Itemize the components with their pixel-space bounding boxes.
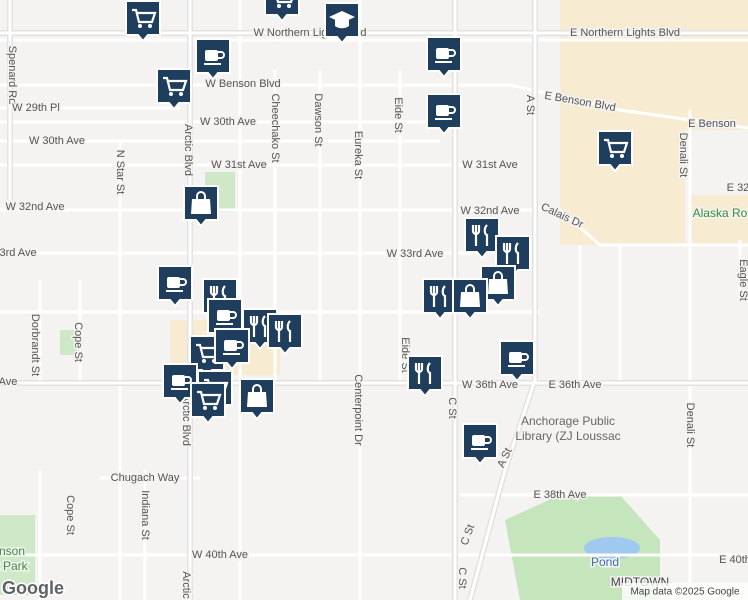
attribution: Map data ©2025 Google bbox=[630, 587, 740, 598]
street-label: Dawson St bbox=[312, 93, 324, 146]
street-label: A St bbox=[524, 95, 536, 115]
poi-marker[interactable] bbox=[183, 185, 219, 228]
marker-shape bbox=[464, 217, 500, 260]
street-label: C St bbox=[446, 397, 458, 418]
marker-shape bbox=[267, 313, 303, 356]
street-label: Cheechako St bbox=[269, 93, 281, 162]
poi-marker[interactable] bbox=[499, 340, 535, 383]
poi-marker[interactable] bbox=[597, 130, 633, 173]
place-label: t Park bbox=[0, 559, 29, 573]
place-label: Library (ZJ Loussac bbox=[515, 429, 620, 443]
poi-marker[interactable] bbox=[422, 278, 458, 321]
place-label: nson bbox=[0, 544, 25, 558]
labels: W Northern Lights Blvd E Northern Lights … bbox=[0, 25, 748, 600]
street-label: W 33rd Ave bbox=[387, 248, 444, 260]
street-label: W 32nd Ave bbox=[460, 205, 519, 217]
street-label: Indiana St bbox=[139, 490, 151, 540]
street-label: Arctic bbox=[180, 571, 192, 599]
street-label: Arctic Blvd bbox=[182, 124, 194, 176]
poi-marker[interactable] bbox=[426, 93, 462, 136]
logo: Google bbox=[2, 578, 64, 598]
street-label: W 32nd Ave bbox=[5, 201, 64, 213]
poi-marker[interactable] bbox=[162, 363, 198, 406]
poi-marker[interactable] bbox=[452, 278, 488, 321]
poi-marker[interactable] bbox=[264, 0, 300, 23]
street-label: Cope St bbox=[72, 322, 84, 362]
street-label: Eagle St bbox=[737, 259, 748, 301]
poi-marker[interactable] bbox=[157, 265, 193, 308]
street-label: W 31st Ave bbox=[211, 159, 266, 171]
street-label: W 29th Pl bbox=[12, 102, 60, 114]
street-label: E Northern Lights Blvd bbox=[570, 27, 680, 39]
street-label: E Benson bbox=[688, 118, 736, 130]
street-label: Chugach Way bbox=[111, 472, 180, 484]
poi-marker[interactable] bbox=[462, 423, 498, 466]
street-label: E 40th bbox=[719, 554, 748, 566]
poi-marker[interactable] bbox=[267, 313, 303, 356]
poi-marker[interactable] bbox=[464, 217, 500, 260]
street-label: Centerpoint Dr bbox=[352, 374, 364, 446]
street-label: 3rd Ave bbox=[0, 247, 37, 259]
poi-marker[interactable] bbox=[426, 36, 462, 79]
marker-shape bbox=[422, 278, 458, 321]
poi-marker[interactable] bbox=[156, 68, 192, 111]
street-label: W 30th Ave bbox=[200, 116, 256, 128]
place-label: Pond bbox=[591, 555, 619, 569]
poi-marker[interactable] bbox=[324, 2, 360, 45]
street-label: Denali St bbox=[677, 133, 689, 178]
street-label: E 32 bbox=[727, 182, 748, 194]
street-label: Ave bbox=[0, 376, 17, 388]
street-label: C St bbox=[456, 567, 468, 588]
street-label: Eide St bbox=[392, 97, 404, 132]
street-label: Dorbrandt St bbox=[29, 314, 41, 376]
street-label: Eureka St bbox=[352, 131, 364, 179]
street-label: E 36th Ave bbox=[548, 379, 601, 391]
street-label: W 40th Ave bbox=[192, 549, 248, 561]
street-label: N Star St bbox=[114, 150, 126, 195]
poi-marker[interactable] bbox=[214, 328, 250, 371]
street-label: Spenard Rd bbox=[6, 46, 18, 105]
poi-marker[interactable] bbox=[195, 38, 231, 81]
street-label: Denali St bbox=[684, 403, 696, 448]
street-label: W 36th Ave bbox=[462, 379, 518, 391]
street-label: W Benson Blvd bbox=[205, 78, 280, 90]
poi-marker[interactable] bbox=[239, 378, 275, 421]
markers bbox=[125, 0, 633, 466]
street-label: W 31st Ave bbox=[462, 159, 517, 171]
street-label: E 38th Ave bbox=[533, 489, 586, 501]
marker-shape bbox=[407, 355, 443, 398]
place-label: Alaska Ro bbox=[693, 206, 748, 220]
street-label: W 30th Ave bbox=[29, 135, 85, 147]
poi-marker[interactable] bbox=[190, 382, 226, 425]
place-label: Anchorage Public bbox=[521, 414, 615, 428]
attribution-box bbox=[622, 583, 748, 600]
poi-marker[interactable] bbox=[125, 0, 161, 43]
poi-marker[interactable] bbox=[407, 355, 443, 398]
street-label: Arctic Blvd bbox=[180, 394, 192, 446]
street-label: Cope St bbox=[64, 495, 76, 535]
